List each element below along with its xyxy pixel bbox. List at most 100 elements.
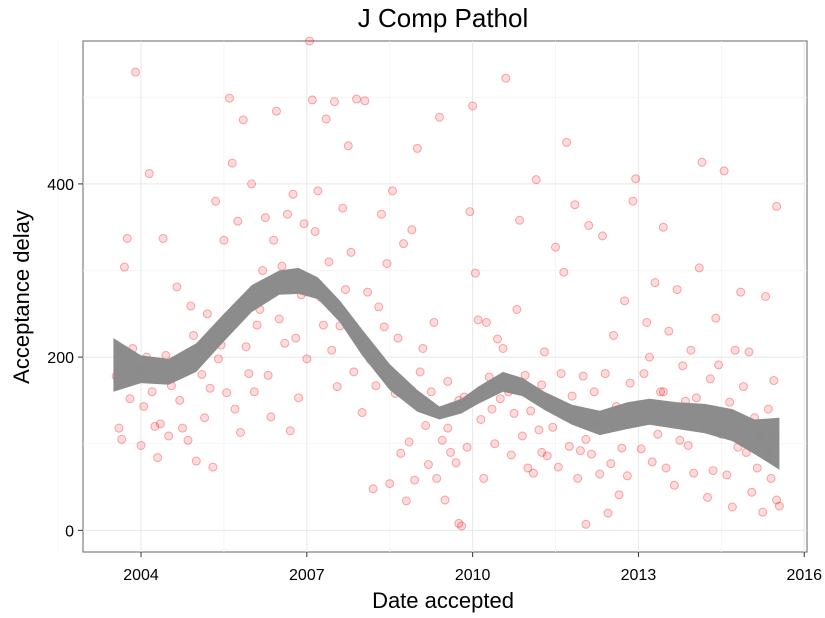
y-tick-label: 400 <box>47 177 74 194</box>
data-point <box>562 137 572 147</box>
data-point <box>423 460 433 470</box>
data-point <box>658 387 668 397</box>
data-point <box>772 495 782 505</box>
data-point <box>622 471 632 481</box>
data-point <box>119 262 129 272</box>
data-point <box>211 196 221 206</box>
data-point <box>274 314 284 324</box>
data-point <box>694 263 704 273</box>
data-point <box>498 343 508 353</box>
data-point <box>711 313 721 323</box>
y-axis: 0 200 400 <box>47 177 83 540</box>
data-point <box>219 235 229 245</box>
data-point <box>202 309 212 319</box>
data-point <box>479 473 489 483</box>
plot-panel <box>82 40 808 553</box>
data-point <box>506 450 516 460</box>
data-point <box>736 287 746 297</box>
data-point <box>620 296 630 306</box>
data-point <box>606 459 616 469</box>
data-point <box>357 408 367 418</box>
smooth-confidence-band <box>113 267 780 470</box>
data-point <box>332 382 342 392</box>
data-point <box>446 447 456 457</box>
data-point <box>526 406 536 416</box>
data-point <box>343 141 353 151</box>
data-point <box>501 73 511 83</box>
data-point <box>451 458 461 468</box>
data-point <box>683 440 693 450</box>
smooth-band-layer <box>113 267 780 470</box>
data-point <box>164 431 174 441</box>
data-point <box>481 317 491 327</box>
data-point <box>153 453 163 463</box>
data-point <box>708 466 718 476</box>
data-point <box>321 114 331 124</box>
data-point <box>625 378 635 388</box>
data-point <box>387 186 397 196</box>
data-point <box>338 203 348 213</box>
data-point <box>260 213 270 223</box>
data-point <box>418 343 428 353</box>
x-axis: 2004 2007 2010 2013 2016 <box>123 552 822 584</box>
data-point <box>294 393 304 403</box>
data-point <box>586 449 596 459</box>
x-tick-label: 2010 <box>455 567 491 584</box>
data-point <box>589 387 599 397</box>
data-point <box>628 196 638 206</box>
data-point <box>117 434 127 444</box>
data-point <box>553 462 563 472</box>
data-point <box>542 451 552 461</box>
x-tick-label: 2013 <box>621 567 657 584</box>
data-point <box>200 413 210 423</box>
data-point <box>744 347 754 357</box>
data-point <box>252 320 262 330</box>
data-point <box>412 143 422 153</box>
data-point <box>407 225 417 235</box>
data-point <box>324 257 334 267</box>
data-point <box>222 388 232 398</box>
data-point <box>747 487 757 497</box>
data-point <box>150 421 160 431</box>
data-point <box>205 383 215 393</box>
data-point <box>714 360 724 370</box>
data-point <box>769 376 779 386</box>
data-point <box>669 480 679 490</box>
data-point <box>352 94 362 104</box>
data-point <box>197 369 207 379</box>
data-point <box>440 495 450 505</box>
data-point <box>432 473 442 483</box>
data-point <box>766 473 776 483</box>
data-point <box>509 408 519 418</box>
data-point <box>175 395 185 405</box>
y-tick-label: 0 <box>65 523 74 540</box>
data-point <box>473 315 483 325</box>
data-point <box>470 268 480 278</box>
data-point <box>559 267 569 277</box>
data-point <box>125 394 135 404</box>
data-point <box>517 431 527 441</box>
data-point <box>774 501 784 511</box>
data-point <box>437 435 447 445</box>
data-point <box>382 259 392 269</box>
data-point <box>429 317 439 327</box>
data-point <box>600 369 610 379</box>
data-point <box>172 282 182 292</box>
x-axis-title: Date accepted <box>372 588 514 613</box>
data-point <box>537 447 547 457</box>
data-point <box>177 423 187 433</box>
data-point <box>761 292 771 301</box>
data-point <box>147 387 157 397</box>
data-point <box>385 479 395 489</box>
data-point <box>703 492 713 502</box>
data-point <box>434 112 444 122</box>
data-point <box>531 175 541 185</box>
data-point <box>573 473 583 483</box>
data-point <box>305 36 315 46</box>
data-point <box>465 207 475 217</box>
data-point <box>318 320 328 330</box>
data-point <box>131 67 141 77</box>
data-point <box>556 369 566 379</box>
data-point <box>598 231 608 241</box>
